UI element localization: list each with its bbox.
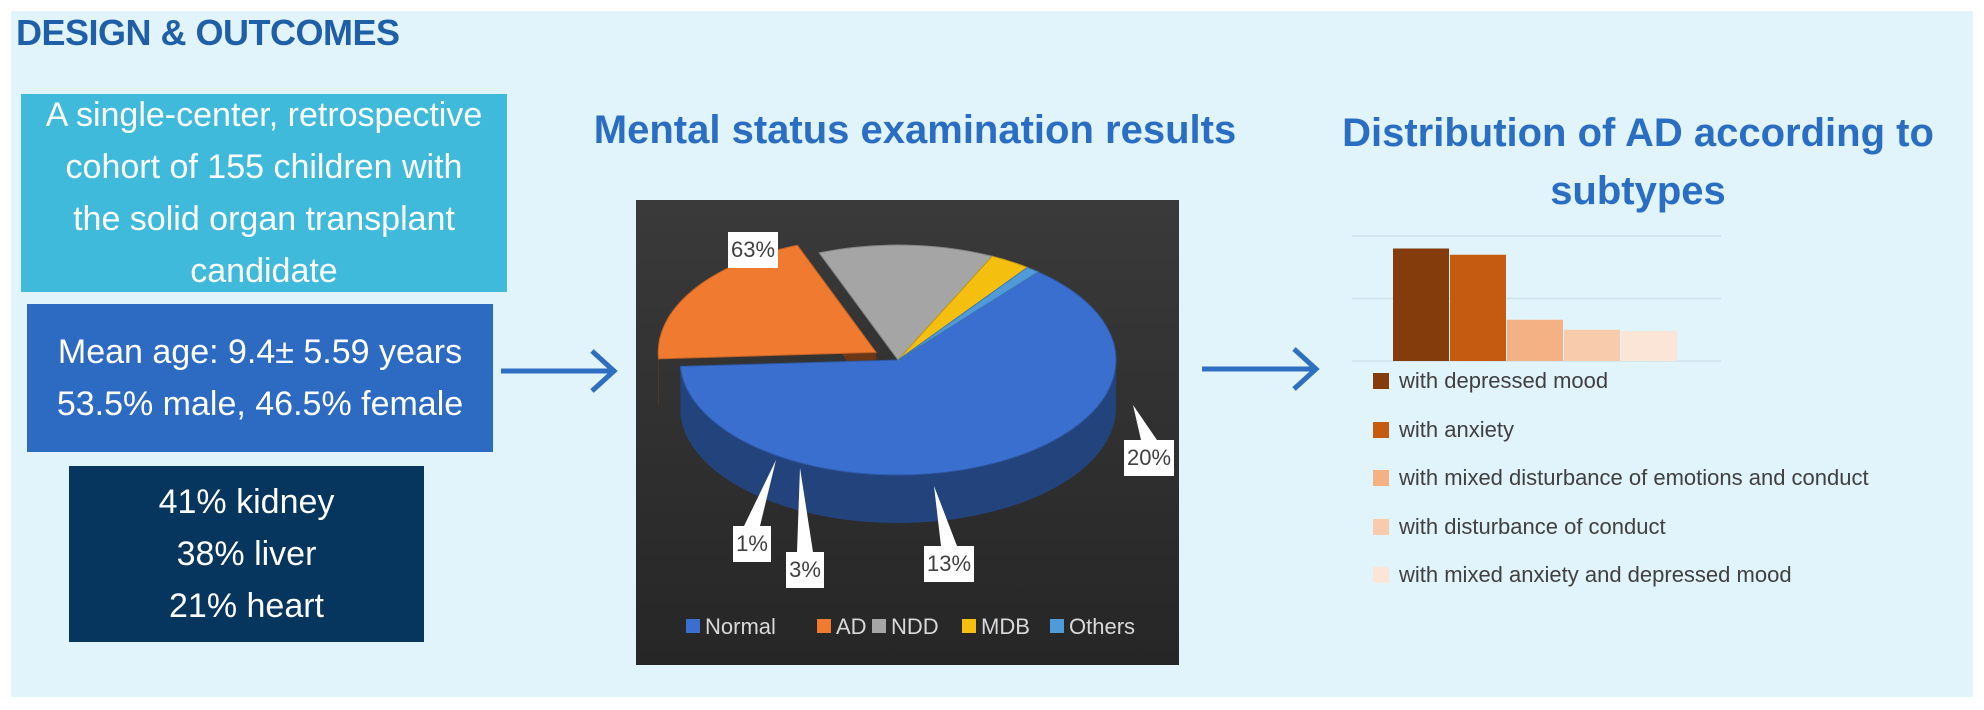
bar-legend-item: with anxiety [1373,417,1514,443]
organ-line: 21% heart [169,587,324,625]
bar-chart-title: Distribution of AD according to subtypes [1342,111,1934,213]
arrow-to-pie-icon [501,349,618,393]
pie-chart-legend: Normal AD NDD MDB Others [686,614,1135,639]
svg-text:MDB: MDB [981,614,1030,639]
pie-data-label-others: 1% [733,460,776,562]
pie-data-label-ad: 20% [1124,405,1174,476]
pie-slice-others [897,266,1040,361]
legend-item-ndd: NDD [872,614,939,639]
bar-chart [1352,235,1721,362]
pie-chart: 63% 20% 13% 3% 1% Normal AD NDD MDB Others [636,200,1179,665]
pie-data-label-mdb: 3% [786,468,824,588]
legend-item-mdb: MDB [962,614,1030,639]
legend-swatch [1373,567,1389,583]
pie-chart-title: Mental status examination results [593,108,1237,152]
legend-item-normal: Normal [686,614,776,639]
cohort-line: candidate [190,252,338,290]
svg-text:NDD: NDD [891,614,939,639]
legend-label: with anxiety [1399,416,1514,442]
bar-2 [1450,254,1506,361]
pie-data-label-ndd: 13% [924,486,974,582]
cohort-line: A single-center, retrospective [45,96,483,134]
pie-slice-normal [679,271,1117,476]
legend-item-ad: AD [817,614,867,639]
svg-text:AD: AD [836,614,867,639]
bar-legend-item: with depressed mood [1373,368,1608,394]
pie-side-normal [680,360,1116,524]
legend-label: with mixed anxiety and depressed mood [1399,562,1792,587]
organs-box: 41% kidney 38% liver 21% heart [69,466,424,642]
legend-swatch [1373,518,1389,535]
cohort-line: the solid organ transplant [73,200,455,238]
pie-slices [657,244,1117,476]
legend-swatch [1373,373,1389,389]
legend-label: with disturbance of conduct [1399,513,1666,539]
organ-line: 38% liver [176,535,317,573]
svg-text:63%: 63% [731,237,775,262]
pie-slice-ndd [818,244,994,361]
svg-text:1%: 1% [736,531,768,556]
legend-item-others: Others [1050,614,1135,639]
demographics-box: Mean age: 9.4± 5.59 years 53.5% male, 46… [27,304,493,452]
svg-text:3%: 3% [789,557,821,582]
pie-data-label-normal: 63% [728,232,778,268]
page-title: DESIGN & OUTCOMES [16,12,400,53]
arrow-to-bar-icon [1202,347,1320,391]
bar-1 [1393,248,1449,361]
bar-3 [1507,319,1563,361]
demographics-line: 53.5% male, 46.5% female [56,385,464,423]
legend-label: with mixed disturbance of emotions and c… [1399,465,1869,490]
bar-5 [1621,331,1677,361]
svg-text:20%: 20% [1127,445,1171,470]
bar-legend-item: with mixed disturbance of emotions and c… [1373,465,1869,491]
organ-line: 41% kidney [158,483,335,521]
legend-label: with depressed mood [1399,368,1609,393]
bar-legend-item: with mixed anxiety and depressed mood [1373,562,1792,588]
bar-legend-item: with disturbance of conduct [1373,514,1666,540]
legend-swatch [1373,421,1389,438]
cohort-line: cohort of 155 children with [65,148,463,186]
legend-swatch [1373,470,1389,486]
svg-text:Normal: Normal [705,614,776,639]
bar-4 [1564,329,1620,361]
svg-text:13%: 13% [927,551,971,576]
svg-text:Others: Others [1069,614,1135,639]
pie-data-labels: 63% 20% 13% 3% 1% [728,232,1174,588]
cohort-box: A single-center, retrospective cohort of… [21,94,507,292]
demographics-line: Mean age: 9.4± 5.59 years [57,333,463,371]
